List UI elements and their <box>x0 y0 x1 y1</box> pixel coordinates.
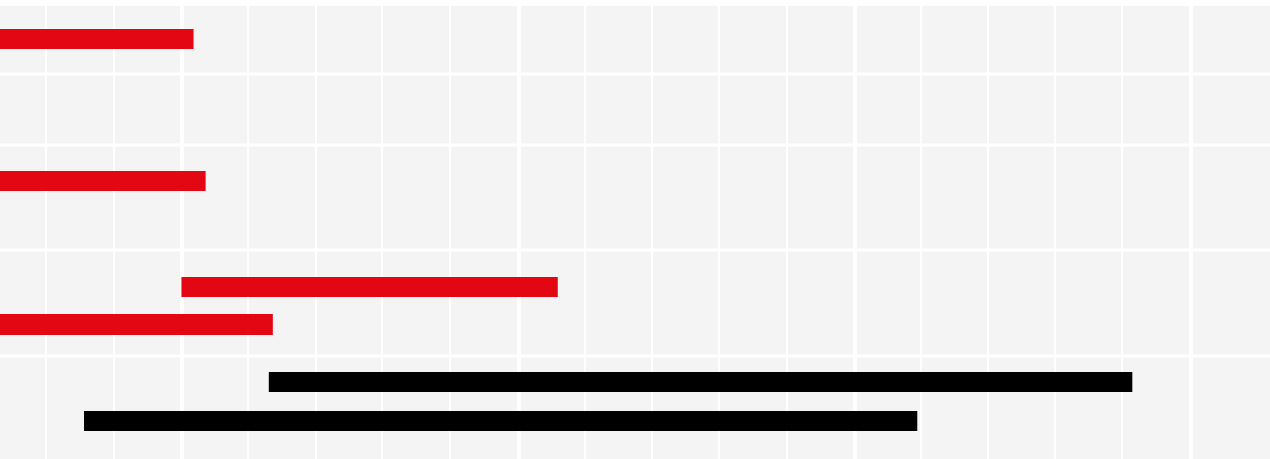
gantt-bar-6 <box>84 411 918 431</box>
gantt-bar-5 <box>268 372 1133 392</box>
bar-series <box>0 29 1133 431</box>
gantt-bar-2 <box>0 171 206 191</box>
gantt-bar-4 <box>0 314 273 335</box>
gantt-bar-3 <box>181 277 558 297</box>
gantt-bar-1 <box>0 29 194 49</box>
